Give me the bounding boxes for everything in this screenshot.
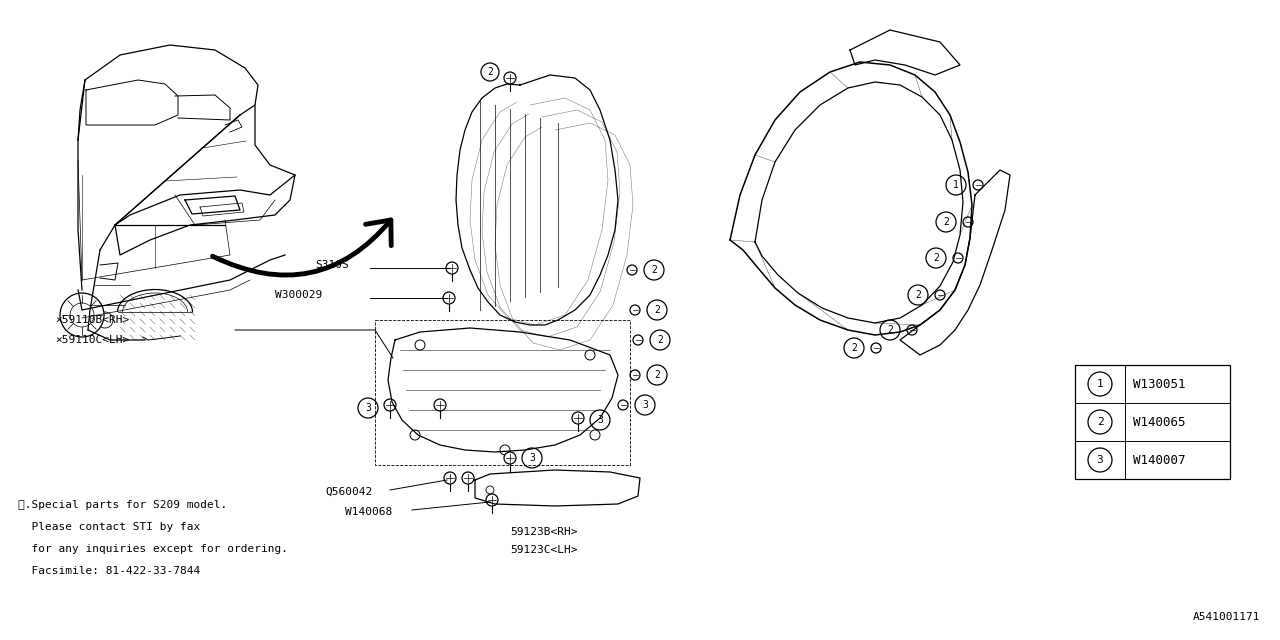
Text: 3: 3	[1097, 455, 1103, 465]
Text: W140068: W140068	[346, 507, 392, 517]
Circle shape	[954, 253, 963, 263]
Circle shape	[60, 293, 104, 337]
Text: W140065: W140065	[1133, 415, 1185, 429]
Text: 2: 2	[851, 343, 856, 353]
Circle shape	[462, 472, 474, 484]
Circle shape	[627, 265, 637, 275]
Circle shape	[630, 370, 640, 380]
Text: 2: 2	[943, 217, 948, 227]
Text: 3: 3	[596, 415, 603, 425]
Text: 3: 3	[643, 400, 648, 410]
Text: W300029: W300029	[275, 290, 323, 300]
Text: 3: 3	[365, 403, 371, 413]
Text: 2: 2	[887, 325, 893, 335]
Text: 2: 2	[1097, 417, 1103, 427]
Text: S310S: S310S	[315, 260, 348, 270]
Polygon shape	[225, 120, 242, 132]
Circle shape	[445, 262, 458, 274]
Text: ×59110C<LH>: ×59110C<LH>	[55, 335, 129, 345]
Text: 2: 2	[654, 305, 660, 315]
Text: Q560042: Q560042	[325, 487, 372, 497]
Text: 59123C<LH>: 59123C<LH>	[509, 545, 577, 555]
Circle shape	[630, 305, 640, 315]
Circle shape	[434, 399, 445, 411]
Text: 2: 2	[488, 67, 493, 77]
Polygon shape	[388, 328, 618, 452]
Polygon shape	[456, 75, 618, 325]
Text: 1: 1	[954, 180, 959, 190]
Circle shape	[572, 412, 584, 424]
Bar	[1075, 365, 1230, 479]
Circle shape	[908, 325, 916, 335]
Text: W140007: W140007	[1133, 454, 1185, 467]
Text: 2: 2	[654, 370, 660, 380]
Text: 59123B<RH>: 59123B<RH>	[509, 527, 577, 537]
Text: ※.Special parts for S209 model.: ※.Special parts for S209 model.	[18, 500, 228, 510]
Text: 2: 2	[657, 335, 663, 345]
Circle shape	[963, 217, 973, 227]
Text: A541001171: A541001171	[1193, 612, 1260, 622]
Text: 2: 2	[915, 290, 920, 300]
Circle shape	[618, 400, 628, 410]
Circle shape	[486, 494, 498, 506]
Text: for any inquiries except for ordering.: for any inquiries except for ordering.	[18, 544, 288, 554]
FancyArrowPatch shape	[212, 220, 392, 275]
Text: 3: 3	[529, 453, 535, 463]
Text: ×59110B<RH>: ×59110B<RH>	[55, 315, 129, 325]
Circle shape	[870, 343, 881, 353]
Circle shape	[934, 290, 945, 300]
Circle shape	[444, 472, 456, 484]
Text: 2: 2	[652, 265, 657, 275]
Circle shape	[504, 72, 516, 84]
Text: W130051: W130051	[1133, 378, 1185, 390]
Circle shape	[504, 452, 516, 464]
Polygon shape	[900, 170, 1010, 355]
Text: 1: 1	[1097, 379, 1103, 389]
Text: 2: 2	[933, 253, 940, 263]
Polygon shape	[475, 470, 640, 506]
Text: Please contact STI by fax: Please contact STI by fax	[18, 522, 200, 532]
Polygon shape	[850, 30, 960, 75]
Circle shape	[384, 399, 396, 411]
Circle shape	[634, 335, 643, 345]
Circle shape	[973, 180, 983, 190]
Text: Facsimile: 81-422-33-7844: Facsimile: 81-422-33-7844	[18, 566, 200, 576]
Polygon shape	[755, 82, 963, 323]
Polygon shape	[730, 62, 972, 335]
Circle shape	[443, 292, 454, 304]
